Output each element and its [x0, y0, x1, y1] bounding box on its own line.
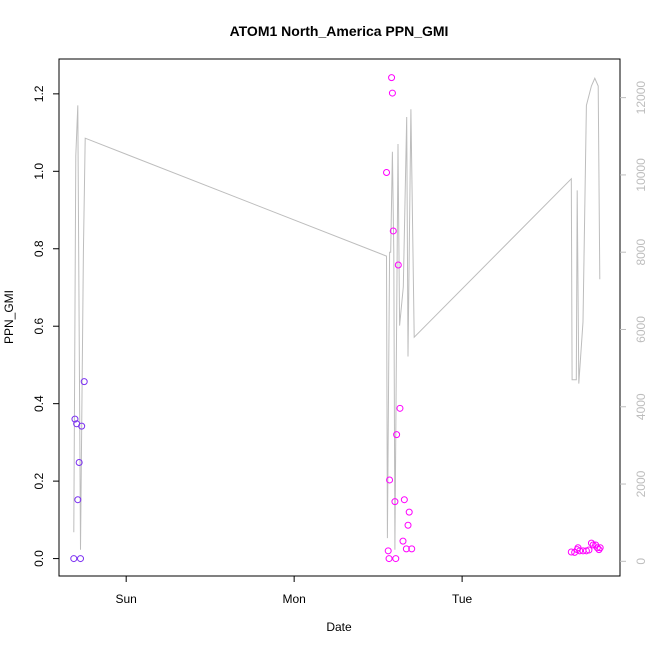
data-point — [388, 89, 396, 97]
y2-tick-label: 10000 — [634, 158, 648, 192]
data-point — [402, 545, 410, 553]
data-point — [576, 547, 584, 555]
data-point — [393, 431, 401, 439]
data-point — [75, 459, 83, 467]
data-point — [78, 422, 86, 430]
data-point — [567, 548, 575, 556]
y2-tick-label: 6000 — [634, 316, 648, 343]
y-axis-right: 0 2000 4000 6000 8000 10000 12000 — [620, 81, 648, 565]
data-point — [394, 261, 402, 269]
y2-tick-label: 8000 — [634, 239, 648, 266]
y-tick-label: 0.0 — [32, 550, 46, 567]
x-axis-label: Date — [326, 620, 352, 634]
data-point — [74, 496, 82, 504]
y-tick-label: 1.0 — [32, 163, 46, 180]
x-tick-label: Mon — [282, 592, 305, 606]
data-point — [388, 74, 396, 82]
y2-tick-label: 2000 — [634, 470, 648, 497]
data-point — [400, 496, 408, 504]
y2-tick-label: 4000 — [634, 393, 648, 420]
y-axis-label: PPN_GMI — [2, 290, 16, 344]
data-point — [383, 168, 391, 176]
data-point — [593, 544, 601, 552]
plot-frame — [58, 58, 621, 577]
data-point — [76, 555, 84, 563]
data-point — [585, 546, 593, 554]
data-point — [385, 555, 393, 563]
data-point — [392, 555, 400, 563]
data-point — [404, 521, 412, 529]
data-point — [389, 227, 397, 235]
data-point — [80, 378, 88, 386]
data-point — [405, 508, 413, 516]
chart-title: ATOM1 North_America PPN_GMI — [230, 23, 449, 39]
data-point — [396, 404, 404, 412]
data-point — [399, 537, 407, 545]
x-tick-label: Tue — [452, 592, 473, 606]
data-point — [71, 415, 79, 423]
y-tick-label: 1.2 — [32, 85, 46, 102]
x-tick-label: Sun — [116, 592, 137, 606]
data-point — [386, 476, 394, 484]
data-point — [391, 498, 399, 506]
x-axis: Sun Mon Tue — [116, 576, 473, 606]
data-point — [596, 544, 604, 552]
data-point — [384, 547, 392, 555]
data-point — [70, 555, 78, 563]
data-point — [587, 539, 595, 547]
y-tick-label: 0.8 — [32, 240, 46, 257]
y-tick-label: 0.6 — [32, 318, 46, 335]
y-tick-label: 0.2 — [32, 472, 46, 489]
series-line — [73, 77, 601, 550]
plot-area — [70, 74, 604, 563]
y-axis-left: 0.0 0.2 0.4 0.6 0.8 1.0 1.2 — [32, 85, 59, 567]
y-tick-label: 0.4 — [32, 395, 46, 412]
data-point — [408, 545, 416, 553]
y2-tick-label: 0 — [634, 558, 648, 565]
y2-tick-label: 12000 — [634, 81, 648, 115]
